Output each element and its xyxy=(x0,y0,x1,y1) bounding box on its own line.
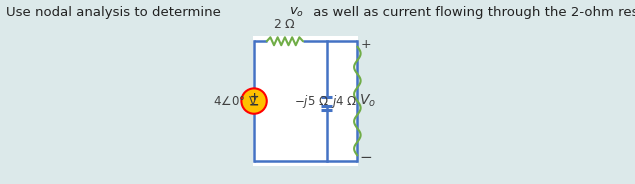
Text: as well as current flowing through the 2-ohm resistor.: as well as current flowing through the 2… xyxy=(309,6,635,19)
Text: $v_o$: $v_o$ xyxy=(289,6,304,19)
Text: 2 $\Omega$: 2 $\Omega$ xyxy=(273,18,297,31)
Text: $V_o$: $V_o$ xyxy=(359,93,376,109)
Text: Use nodal analysis to determine: Use nodal analysis to determine xyxy=(6,6,225,19)
Text: $j4\ \Omega$: $j4\ \Omega$ xyxy=(331,93,358,109)
Text: +: + xyxy=(250,92,258,102)
Text: $-j5\ \Omega$: $-j5\ \Omega$ xyxy=(293,93,329,109)
Text: $4\angle 0°$ V: $4\angle 0°$ V xyxy=(213,95,258,108)
Text: −: − xyxy=(249,99,259,112)
Text: +: + xyxy=(360,38,371,51)
Circle shape xyxy=(241,88,267,114)
Text: −: − xyxy=(359,150,372,165)
FancyBboxPatch shape xyxy=(253,36,358,166)
